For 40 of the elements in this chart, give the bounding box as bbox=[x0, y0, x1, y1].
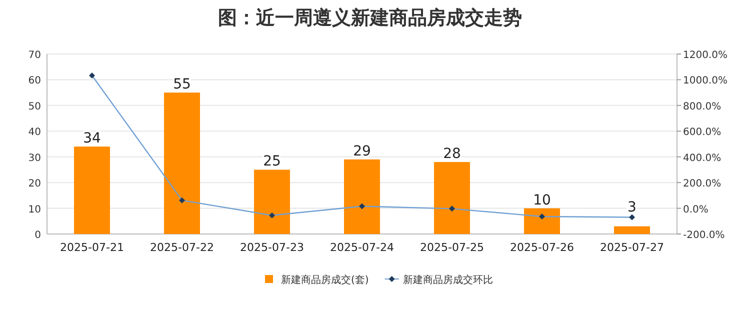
y-tick-label: 20 bbox=[28, 178, 41, 190]
y-tick-label: 50 bbox=[28, 101, 41, 112]
y-tick-label: 40 bbox=[28, 127, 41, 138]
legend-label: 新建商品房成交(套) bbox=[281, 274, 369, 286]
x-tick-label: 2025-07-26 bbox=[510, 241, 574, 254]
bar bbox=[614, 226, 650, 234]
y-tick-label: 60 bbox=[28, 76, 41, 87]
y2-tick-label: 400.0% bbox=[683, 152, 722, 164]
legend-label: 新建商品房成交环比 bbox=[402, 274, 493, 286]
bar bbox=[524, 208, 560, 234]
data-label: 25 bbox=[263, 154, 281, 170]
data-label: 28 bbox=[443, 146, 461, 162]
y2-tick-label: 1000.0% bbox=[683, 76, 728, 87]
chart-title: 图：近一周遵义新建商品房成交走势 bbox=[218, 7, 522, 29]
bar bbox=[74, 146, 110, 234]
data-label: 10 bbox=[533, 192, 551, 208]
y2-tick-label: 200.0% bbox=[683, 178, 722, 190]
y2-tick-label: 1200.0% bbox=[683, 50, 728, 61]
bar bbox=[344, 159, 380, 234]
y2-tick-label: 800.0% bbox=[683, 101, 722, 112]
data-label: 3 bbox=[628, 199, 636, 216]
y-tick-label: 10 bbox=[28, 204, 41, 216]
data-label: 34 bbox=[83, 130, 101, 147]
y2-tick-label: -200.0% bbox=[683, 230, 725, 241]
x-tick-label: 2025-07-24 bbox=[330, 241, 394, 254]
y-tick-label: 70 bbox=[28, 50, 41, 61]
y2-tick-label: 600.0% bbox=[683, 127, 722, 138]
data-label: 55 bbox=[173, 76, 191, 93]
x-tick-label: 2025-07-27 bbox=[600, 241, 664, 254]
bar bbox=[164, 92, 200, 234]
x-tick-label: 2025-07-23 bbox=[240, 241, 304, 254]
y-tick-label: 30 bbox=[28, 152, 41, 164]
bar bbox=[434, 162, 470, 234]
x-tick-label: 2025-07-22 bbox=[150, 241, 214, 254]
y-tick-label: 0 bbox=[34, 230, 41, 241]
x-tick-label: 2025-07-25 bbox=[420, 241, 484, 254]
bar bbox=[254, 170, 290, 234]
data-label: 29 bbox=[353, 143, 371, 160]
y2-tick-label: 0.0% bbox=[683, 204, 708, 216]
x-tick-label: 2025-07-21 bbox=[60, 241, 124, 254]
